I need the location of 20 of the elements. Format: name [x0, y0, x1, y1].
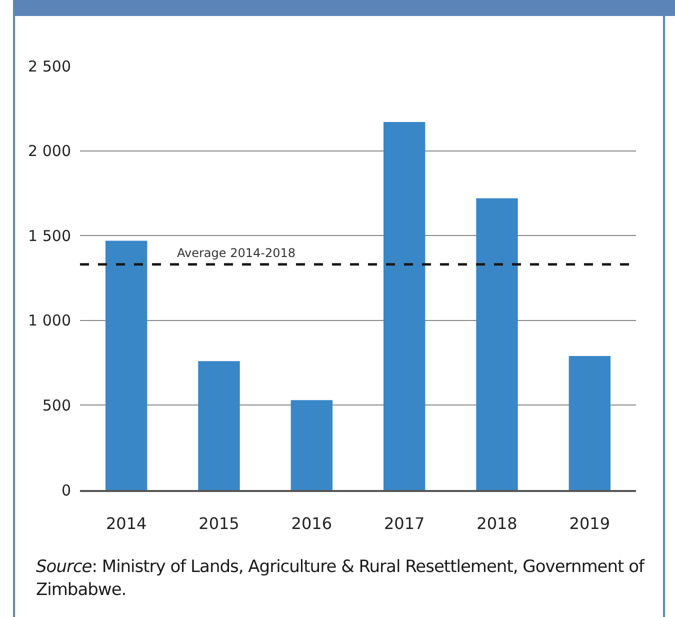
x-tick-label: 2018: [476, 514, 518, 534]
y-tick-label: 0: [61, 481, 71, 500]
bar: [476, 198, 518, 490]
bar: [105, 240, 148, 490]
y-tick-label: 1 000: [28, 312, 71, 330]
y-tick-label: 500: [42, 396, 71, 414]
x-tick-label: 2017: [384, 514, 425, 534]
x-tick-label: 2016: [291, 514, 332, 534]
y-tick-label: 2 000: [28, 142, 71, 160]
x-tick-label: 2015: [198, 514, 240, 534]
x-tick-label: 2014: [106, 514, 147, 534]
bar: [568, 356, 611, 490]
bar: [198, 361, 240, 490]
y-tick-label: 1 500: [28, 226, 71, 245]
bar: [290, 400, 333, 490]
bar: [383, 122, 426, 490]
y-tick-label: 2 500: [28, 57, 71, 76]
source-note: Source: Ministry of Lands, Agriculture & Rural Resettlement, Government of Zimbabwe.: [36, 557, 644, 600]
x-tick-label: 2019: [569, 514, 610, 534]
ref-line-label: Average 2014-2018: [177, 246, 296, 260]
